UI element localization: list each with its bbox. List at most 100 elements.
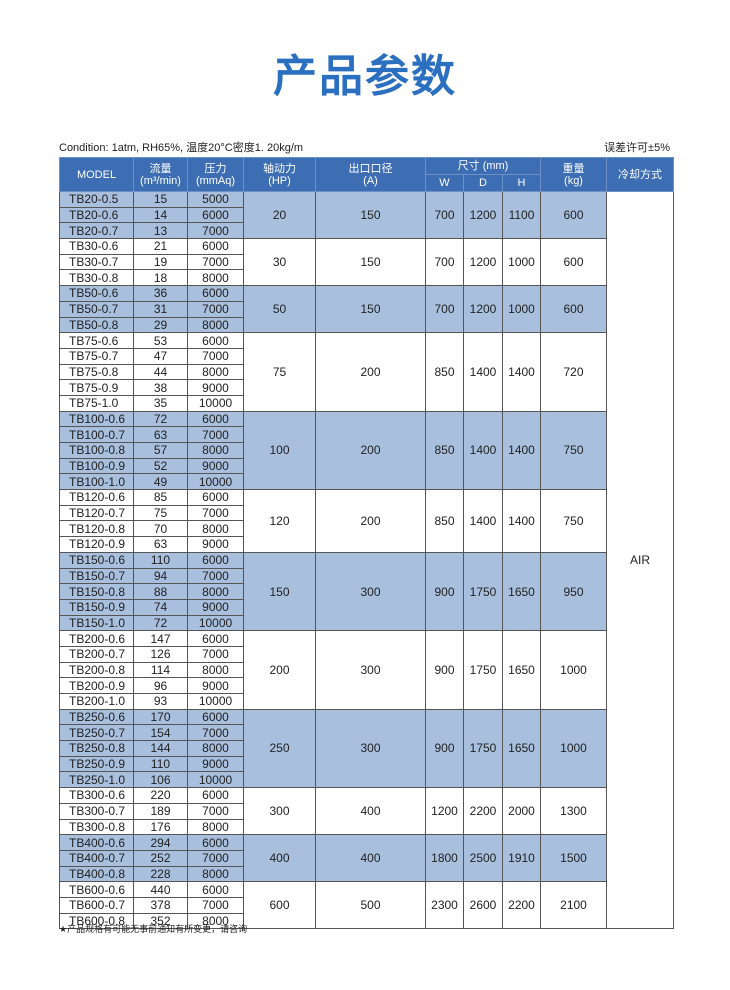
cell-outlet: 200 [315,332,426,412]
cell-outlet: 300 [315,708,426,789]
cell-pressure: 6000 [187,206,244,224]
cell-flow: 147 [133,630,188,647]
cell-flow: 36 [133,285,188,302]
cell-model: TB200-0.8 [59,661,134,679]
cell-weight: 750 [540,489,608,553]
cell-flow: 52 [133,457,188,475]
cell-pressure: 7000 [187,426,244,443]
header-flow-label: 流量 [149,162,172,175]
cell-flow: 189 [133,802,188,820]
cell-depth: 1750 [463,708,503,789]
cell-flow: 170 [133,708,188,726]
cell-flow: 220 [133,787,188,804]
cell-flow: 94 [133,567,188,585]
header-w: W [425,174,464,192]
cell-power: 600 [243,881,316,930]
cell-model: TB20-0.6 [59,206,134,224]
cell-height: 1910 [501,834,542,883]
cell-model: TB50-0.8 [59,316,134,334]
cell-pressure: 7000 [187,645,244,663]
cell-flow: 352 [133,912,188,930]
table-row: TB100-0.8 57 8000 [59,442,674,459]
header-weight: 重量 (kg) [540,157,608,192]
cell-model: TB600-0.6 [59,881,134,898]
cell-width: 700 [425,285,464,334]
table-row: TB400-0.8 228 8000 [59,865,674,883]
cell-model: TB75-1.0 [59,394,134,412]
cell-pressure: 10000 [187,394,244,412]
cell-flow: 110 [133,551,188,569]
cell-flow: 440 [133,881,188,898]
cell-pressure: 6000 [187,285,244,302]
cell-flow: 44 [133,363,188,381]
cell-height: 1000 [501,285,542,334]
table-row: TB250-0.9 110 9000 [59,755,674,773]
cell-height: 1400 [501,410,542,491]
cell-model: TB100-0.6 [59,410,134,428]
cell-flow: 154 [133,724,188,742]
cell-power: 200 [243,630,316,710]
cell-flow: 21 [133,238,188,255]
cell-weight: 600 [540,238,608,287]
cell-model: TB400-0.6 [59,834,134,851]
cell-depth: 1750 [463,551,503,632]
cell-height: 2200 [501,881,542,930]
cell-model: TB30-0.7 [59,253,134,271]
cell-model: TB250-0.6 [59,708,134,726]
cell-model: TB75-0.9 [59,379,134,396]
cell-power: 75 [243,332,316,412]
cell-height: 1400 [501,489,542,553]
cell-model: TB120-0.9 [59,536,134,553]
table-row: TB200-0.6 147 6000 200 300 900 1750 1650 1000 [59,630,674,710]
cell-flow: 29 [133,316,188,334]
cell-width: 850 [425,489,464,553]
cell-cooling: AIR [606,190,675,930]
cell-weight: 1500 [540,834,608,883]
header-flow-unit: (m³/min) [140,174,181,187]
cell-pressure: 8000 [187,740,244,757]
cell-model: TB600-0.7 [59,896,134,914]
cell-model: TB150-0.6 [59,551,134,569]
cell-pressure: 6000 [187,708,244,726]
cell-width: 850 [425,410,464,491]
table-row: TB30-0.6 21 6000 30 150 700 1200 1000 600 [59,238,674,287]
header-flow: 流量 (m³/min) [133,157,188,192]
cell-power: 250 [243,708,316,789]
table-row: TB20-0.6 14 6000 [59,206,674,224]
header-outlet-unit: (A) [363,174,378,187]
cell-model: TB120-0.7 [59,504,134,522]
cell-outlet: 150 [315,285,426,334]
cell-flow: 110 [133,755,188,773]
cell-pressure: 7000 [187,504,244,522]
cell-model: TB400-0.7 [59,849,134,867]
cell-flow: 85 [133,489,188,506]
cell-flow: 49 [133,473,188,491]
cell-width: 900 [425,708,464,789]
cell-model: TB250-0.7 [59,724,134,742]
cell-depth: 2500 [463,834,503,883]
header-d: D [463,174,503,192]
cell-pressure: 5000 [187,191,244,208]
cell-height: 1400 [501,332,542,412]
table-row: TB250-0.6 170 6000 250 300 900 1750 1650 1000 [59,708,674,789]
cell-height: 1650 [501,708,542,789]
cell-pressure: 6000 [187,630,244,647]
cell-pressure: 7000 [187,567,244,585]
header-outlet-label: 出口口径 [348,162,393,175]
header-pressure: 压力 (mmAq) [187,157,244,192]
cell-flow: 72 [133,410,188,428]
table-row: TB75-0.6 53 6000 75 200 850 1400 1400 720 [59,332,674,412]
cell-pressure: 10000 [187,693,244,710]
cell-outlet: 300 [315,551,426,632]
cell-pressure: 8000 [187,442,244,459]
cell-pressure: 9000 [187,379,244,396]
cell-pressure: 8000 [187,912,244,930]
cell-width: 900 [425,630,464,710]
cell-flow: 96 [133,677,188,694]
cell-pressure: 10000 [187,473,244,491]
table-row: TB50-0.7 31 7000 [59,300,674,318]
cell-flow: 63 [133,426,188,443]
cell-model: TB100-0.9 [59,457,134,475]
cell-model: TB600-0.8 [59,912,134,930]
cell-model: TB200-0.9 [59,677,134,694]
